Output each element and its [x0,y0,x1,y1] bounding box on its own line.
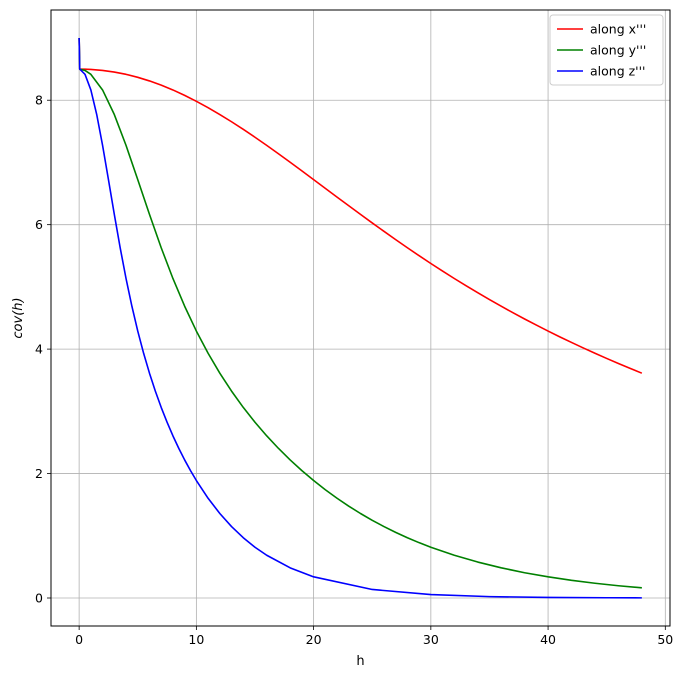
x-tick-label: 50 [657,632,673,647]
x-axis-label: h [356,654,364,669]
x-tick-label: 10 [188,632,204,647]
y-tick-label: 8 [35,93,43,108]
y-tick-label: 4 [35,342,43,357]
y-tick-label: 6 [35,217,43,232]
x-tick-label: 0 [75,632,83,647]
series-line-2 [78,37,642,599]
x-tick-label: 40 [540,632,556,647]
series-line-1 [78,37,642,589]
y-tick-label: 2 [35,466,43,481]
legend-entry-1: along y''' [590,43,646,58]
y-axis-label: cov(h) [11,297,26,338]
x-tick-label: 30 [423,632,439,647]
legend-box [549,14,664,86]
legend-entry-0: along x''' [590,22,646,37]
plot-area: 0 10 20 30 40 50 0 2 4 6 8 [35,9,673,647]
legend-entry-2: along z''' [590,64,645,79]
axes-frame [50,9,671,627]
x-tick-label: 20 [306,632,322,647]
y-tick-label: 0 [35,591,43,606]
series-line-0 [78,37,643,374]
legend: along x''' along y''' along z''' [549,14,664,86]
